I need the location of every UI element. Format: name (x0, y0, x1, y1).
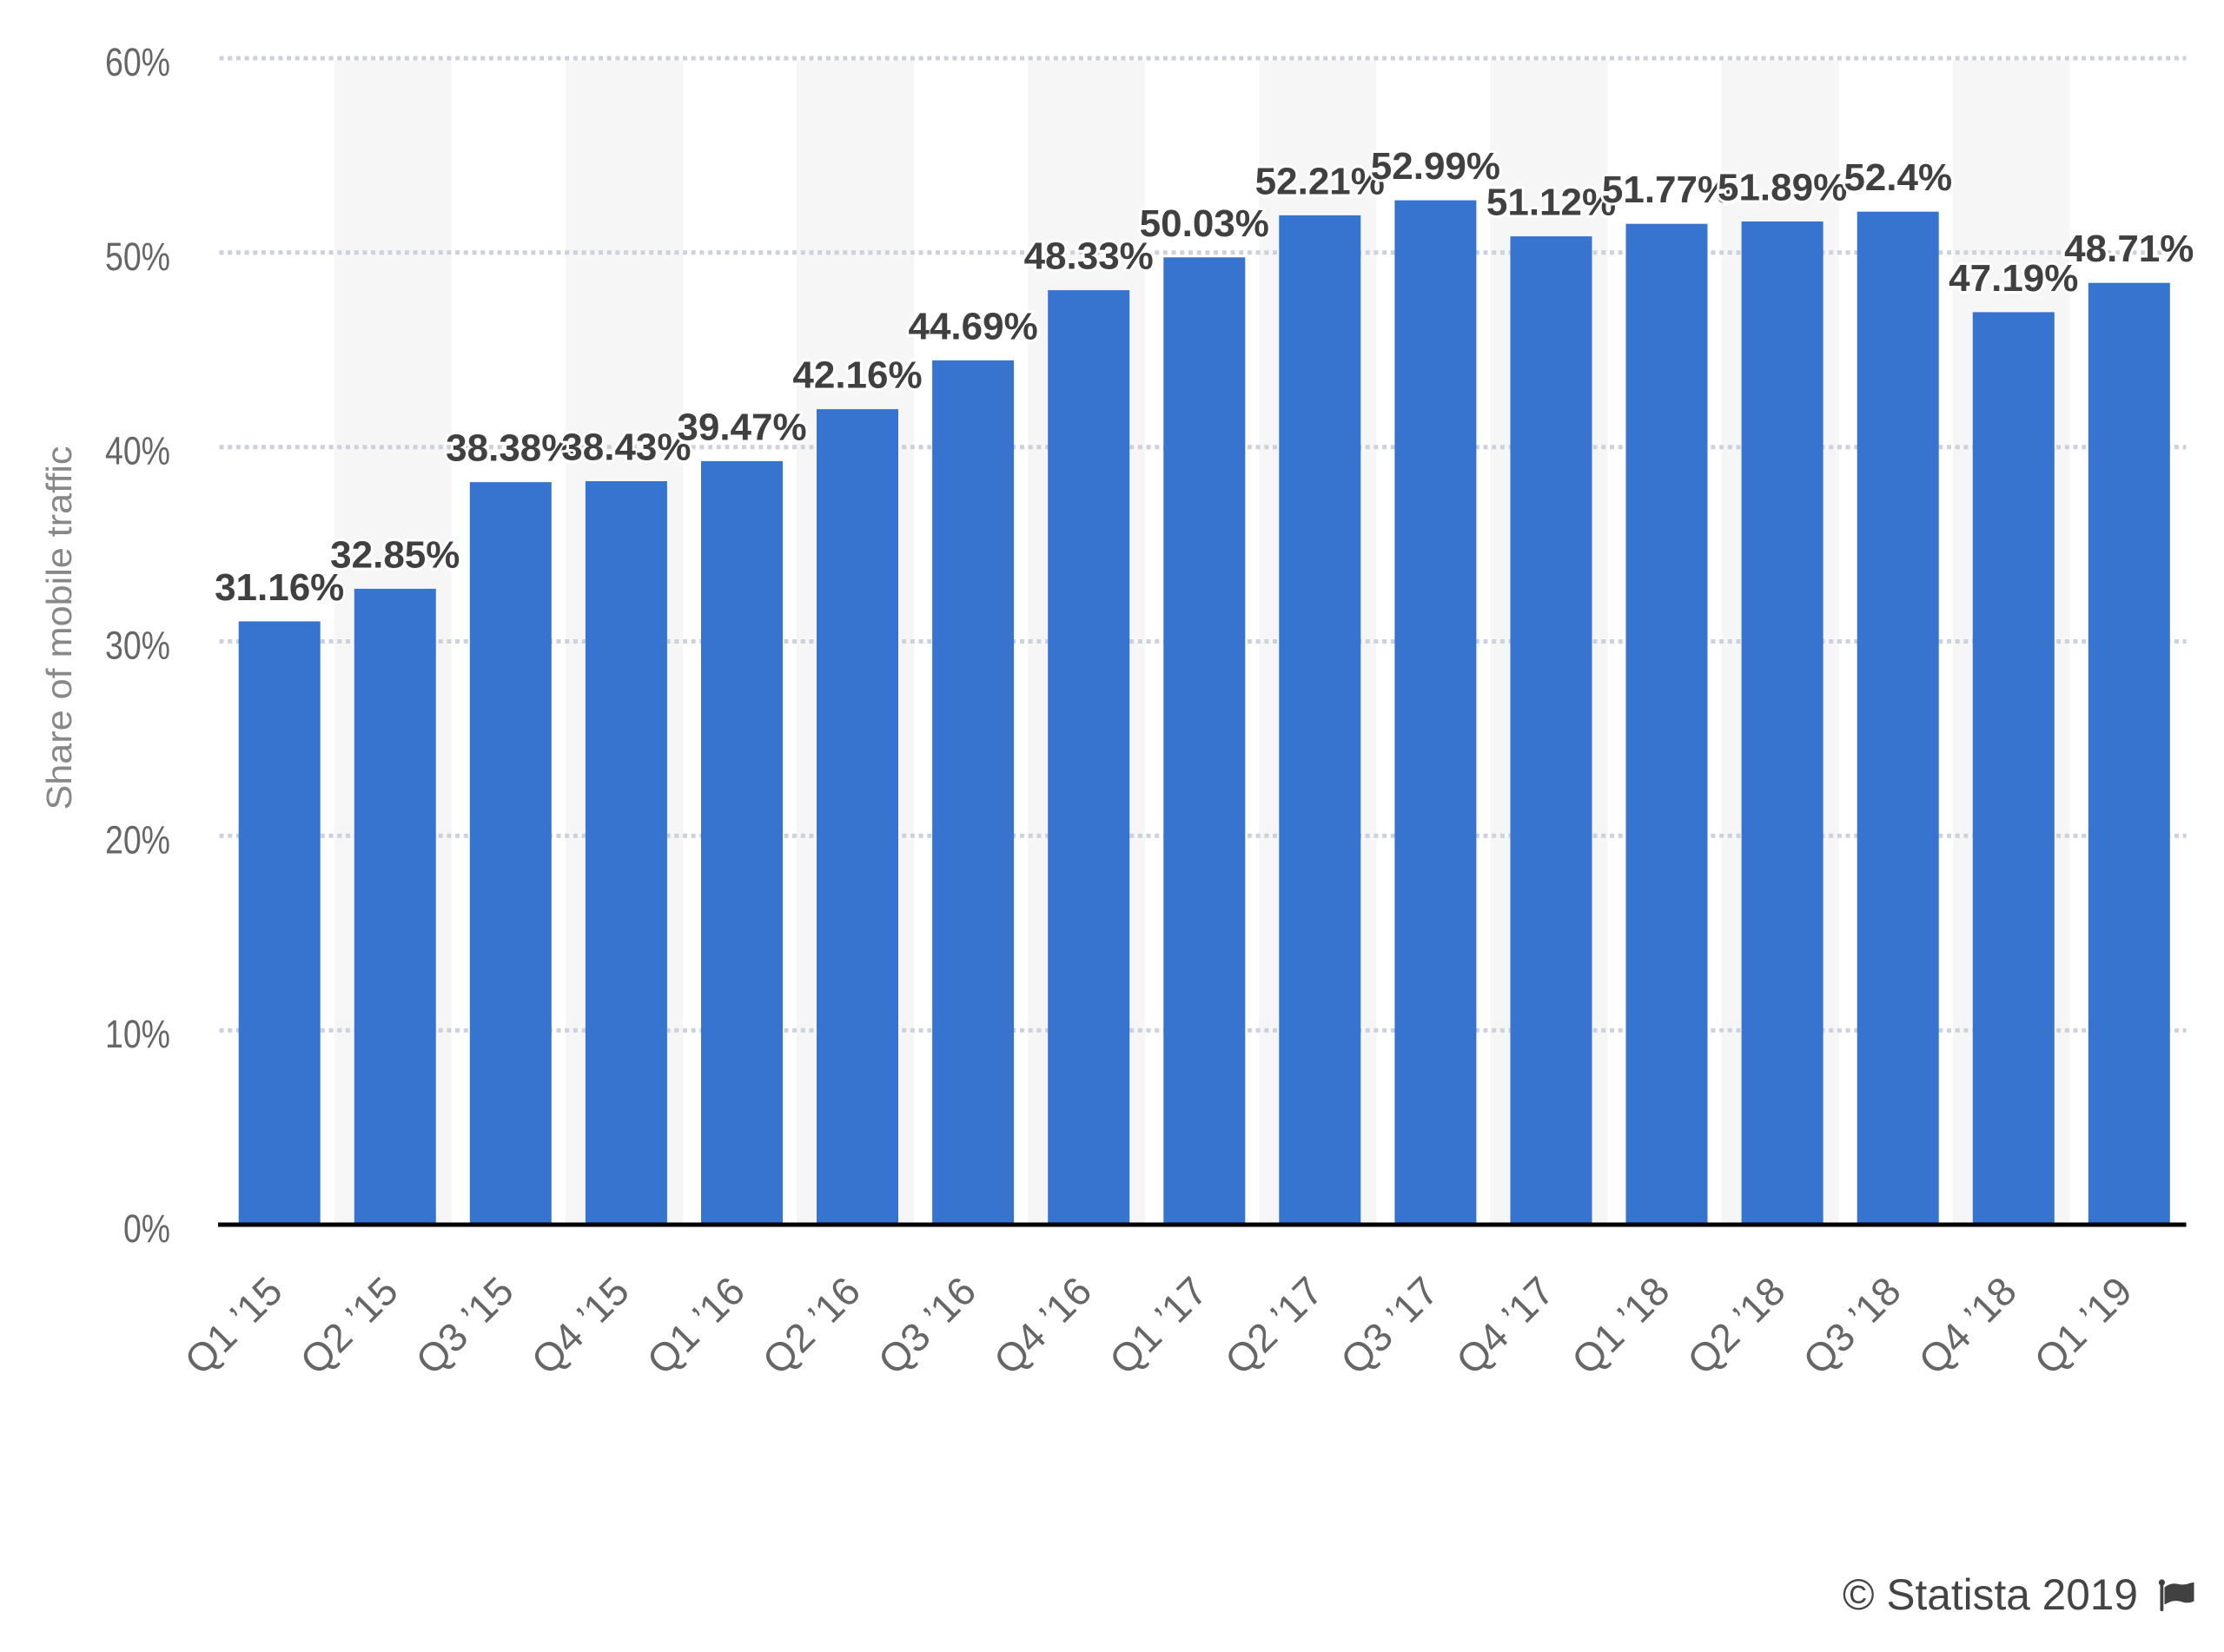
svg-text:32.85%: 32.85% (330, 533, 460, 576)
svg-text:38.38%: 38.38% (446, 427, 575, 470)
svg-text:51.89%: 51.89% (1718, 167, 1847, 209)
svg-text:48.33%: 48.33% (1024, 235, 1154, 278)
svg-text:47.19%: 47.19% (1949, 257, 2078, 300)
svg-text:50.03%: 50.03% (1140, 202, 1269, 245)
svg-text:31.16%: 31.16% (215, 566, 344, 609)
svg-text:60%: 60% (105, 40, 170, 84)
svg-text:51.77%: 51.77% (1602, 169, 1731, 211)
svg-text:20%: 20% (105, 817, 170, 862)
svg-text:38.43%: 38.43% (561, 426, 691, 469)
svg-text:52.99%: 52.99% (1371, 145, 1500, 188)
svg-text:10%: 10% (105, 1012, 170, 1056)
svg-text:51.12%: 51.12% (1486, 182, 1616, 224)
svg-text:52.4%: 52.4% (1843, 156, 1952, 199)
svg-text:0%: 0% (123, 1206, 170, 1251)
svg-text:52.21%: 52.21% (1255, 160, 1385, 202)
svg-text:48.71%: 48.71% (2064, 228, 2194, 270)
svg-text:44.69%: 44.69% (908, 305, 1037, 347)
svg-text:30%: 30% (105, 624, 170, 668)
svg-text:© Statista 2019: © Statista 2019 (1843, 1570, 2138, 1619)
svg-text:39.47%: 39.47% (677, 406, 806, 448)
svg-text:40%: 40% (105, 429, 170, 473)
svg-text:50%: 50% (105, 235, 170, 279)
svg-text:Share of mobile traffic: Share of mobile traffic (39, 446, 79, 810)
svg-text:42.16%: 42.16% (792, 354, 922, 397)
